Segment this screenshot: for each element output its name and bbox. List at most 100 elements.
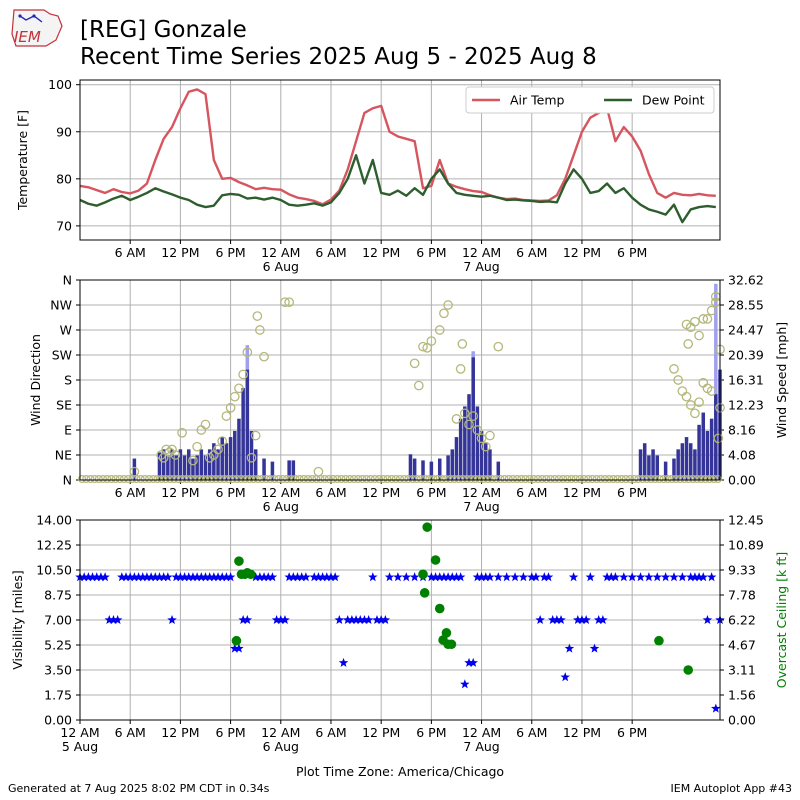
wind-speed-tick-label: 20.39 xyxy=(728,348,764,363)
temp-ytick-label: 90 xyxy=(56,124,72,139)
visibility-point xyxy=(296,572,307,582)
visibility-point xyxy=(129,572,140,582)
wind-dir-calm-point xyxy=(613,475,622,484)
wind-speed-bar xyxy=(454,437,459,480)
ceiling-point xyxy=(430,555,441,565)
visibility-point xyxy=(259,572,269,582)
wind-speed-bar xyxy=(437,458,442,480)
wind-dir-calm-point xyxy=(303,475,312,484)
visibility-point xyxy=(439,572,449,582)
visibility-point xyxy=(209,572,219,582)
dew-point-line xyxy=(79,154,716,224)
temp-xtick-label: 6 PM xyxy=(617,245,647,260)
ceiling-ytick-label: 1.56 xyxy=(728,688,756,703)
wind-speed-bar xyxy=(161,449,166,480)
wind-dir-calm-point xyxy=(575,475,584,484)
ceiling-point xyxy=(418,569,428,580)
ceiling-point xyxy=(683,665,694,675)
visibility-point xyxy=(690,572,700,582)
visibility-point xyxy=(372,615,382,625)
visibility-point xyxy=(434,572,445,582)
visibility-point xyxy=(83,572,94,582)
visibility-point xyxy=(334,615,345,625)
wind-dir-calm-point xyxy=(421,475,430,484)
vis-frame xyxy=(79,519,721,721)
visibility-point xyxy=(326,572,336,582)
wind-xtick-sublabel: 6 Aug xyxy=(263,499,299,514)
wind-dir-calm-point xyxy=(324,475,333,484)
vis-xtick-label: 12 AM xyxy=(60,725,99,740)
wind-gust-bar xyxy=(714,283,718,480)
wind-dir-tick-label: SW xyxy=(52,348,72,363)
wind-dir-point xyxy=(242,347,253,358)
wind-speed-bar xyxy=(705,430,710,480)
wind-dir-point xyxy=(156,450,167,460)
visibility-point xyxy=(137,572,148,582)
visibility-point xyxy=(142,572,152,582)
temp-xtick-sublabel: 6 Aug xyxy=(263,259,299,274)
wind-xtick-label: 12 PM xyxy=(362,485,400,500)
vis-ytick-label: 7.00 xyxy=(44,613,72,628)
wind-dir-point xyxy=(443,300,453,310)
wind-dir-calm-point xyxy=(119,475,128,484)
wind-speed-bar xyxy=(220,437,224,480)
wind-dir-calm-point xyxy=(99,475,108,484)
wind-dir-calm-point xyxy=(86,475,95,484)
wind-dir-point xyxy=(669,364,679,374)
wind-dir-point xyxy=(280,297,290,308)
vis-ytick-label: 14.00 xyxy=(36,513,72,528)
wind-speed-bar xyxy=(684,437,689,480)
wind-dir-calm-point xyxy=(387,475,396,484)
wind-dir-point xyxy=(255,325,265,335)
wind-dir-calm-point xyxy=(592,475,601,484)
temp-xtick-label: 12 PM xyxy=(161,245,199,260)
wind-dir-calm-point xyxy=(400,475,409,484)
vis-xtick-label: 6 PM xyxy=(416,725,446,740)
visibility-point xyxy=(481,572,491,582)
wind-dir-point xyxy=(681,391,692,402)
vis-xtick-label: 12 PM xyxy=(362,725,400,740)
wind-dir-point xyxy=(284,297,295,308)
visibility-point xyxy=(635,572,646,582)
wind-dir-tick-label: NE xyxy=(55,448,72,463)
visibility-point xyxy=(702,615,713,625)
wind-dir-calm-point xyxy=(266,475,275,484)
wind-speed-bar xyxy=(693,449,697,480)
vis-xtick-label: 6 PM xyxy=(617,725,647,740)
wind-dir-calm-point xyxy=(404,475,413,484)
wind-xtick-label: 6 PM xyxy=(617,485,647,500)
wind-speed-tick-label: 24.47 xyxy=(728,323,764,338)
vis-ylabel: Visibility [miles] xyxy=(10,570,25,669)
wind-dir-calm-point xyxy=(349,475,358,484)
temp-xtick-label: 6 AM xyxy=(516,245,547,260)
visibility-point xyxy=(301,572,311,582)
wind-speed-bar xyxy=(483,443,488,480)
wind-dir-calm-point xyxy=(471,475,480,484)
wind-dir-calm-point xyxy=(709,475,718,484)
visibility-point xyxy=(322,572,332,582)
wind-dir-calm-point xyxy=(546,475,555,484)
wind-dir-point xyxy=(221,411,232,421)
visibility-point xyxy=(175,572,186,582)
wind-dir-calm-point xyxy=(416,475,425,484)
vis-xtick-label: 6 AM xyxy=(115,725,146,740)
wind-dir-calm-point xyxy=(103,475,112,484)
wind-speed-bar xyxy=(709,418,714,480)
wind-dir-point xyxy=(685,400,696,410)
wind-speed-bar xyxy=(446,455,450,480)
visibility-point xyxy=(593,615,604,625)
ceiling-ytick-label: 6.22 xyxy=(728,613,756,628)
wind-dir-point xyxy=(434,325,445,335)
wind-speed-bar xyxy=(642,443,647,480)
wind-dir-point xyxy=(677,386,688,396)
vis-xtick-sublabel: 5 Aug xyxy=(62,739,98,754)
wind-dir-point xyxy=(690,316,700,327)
visibility-point xyxy=(393,572,403,582)
air-temp-line xyxy=(79,88,716,206)
wind-dir-calm-point xyxy=(609,475,618,484)
wind-dir-calm-point xyxy=(550,475,559,484)
visibility-point xyxy=(179,572,190,582)
visibility-point xyxy=(96,572,106,582)
visibility-point xyxy=(455,572,466,582)
vis-xtick-label: 12 PM xyxy=(161,725,199,740)
